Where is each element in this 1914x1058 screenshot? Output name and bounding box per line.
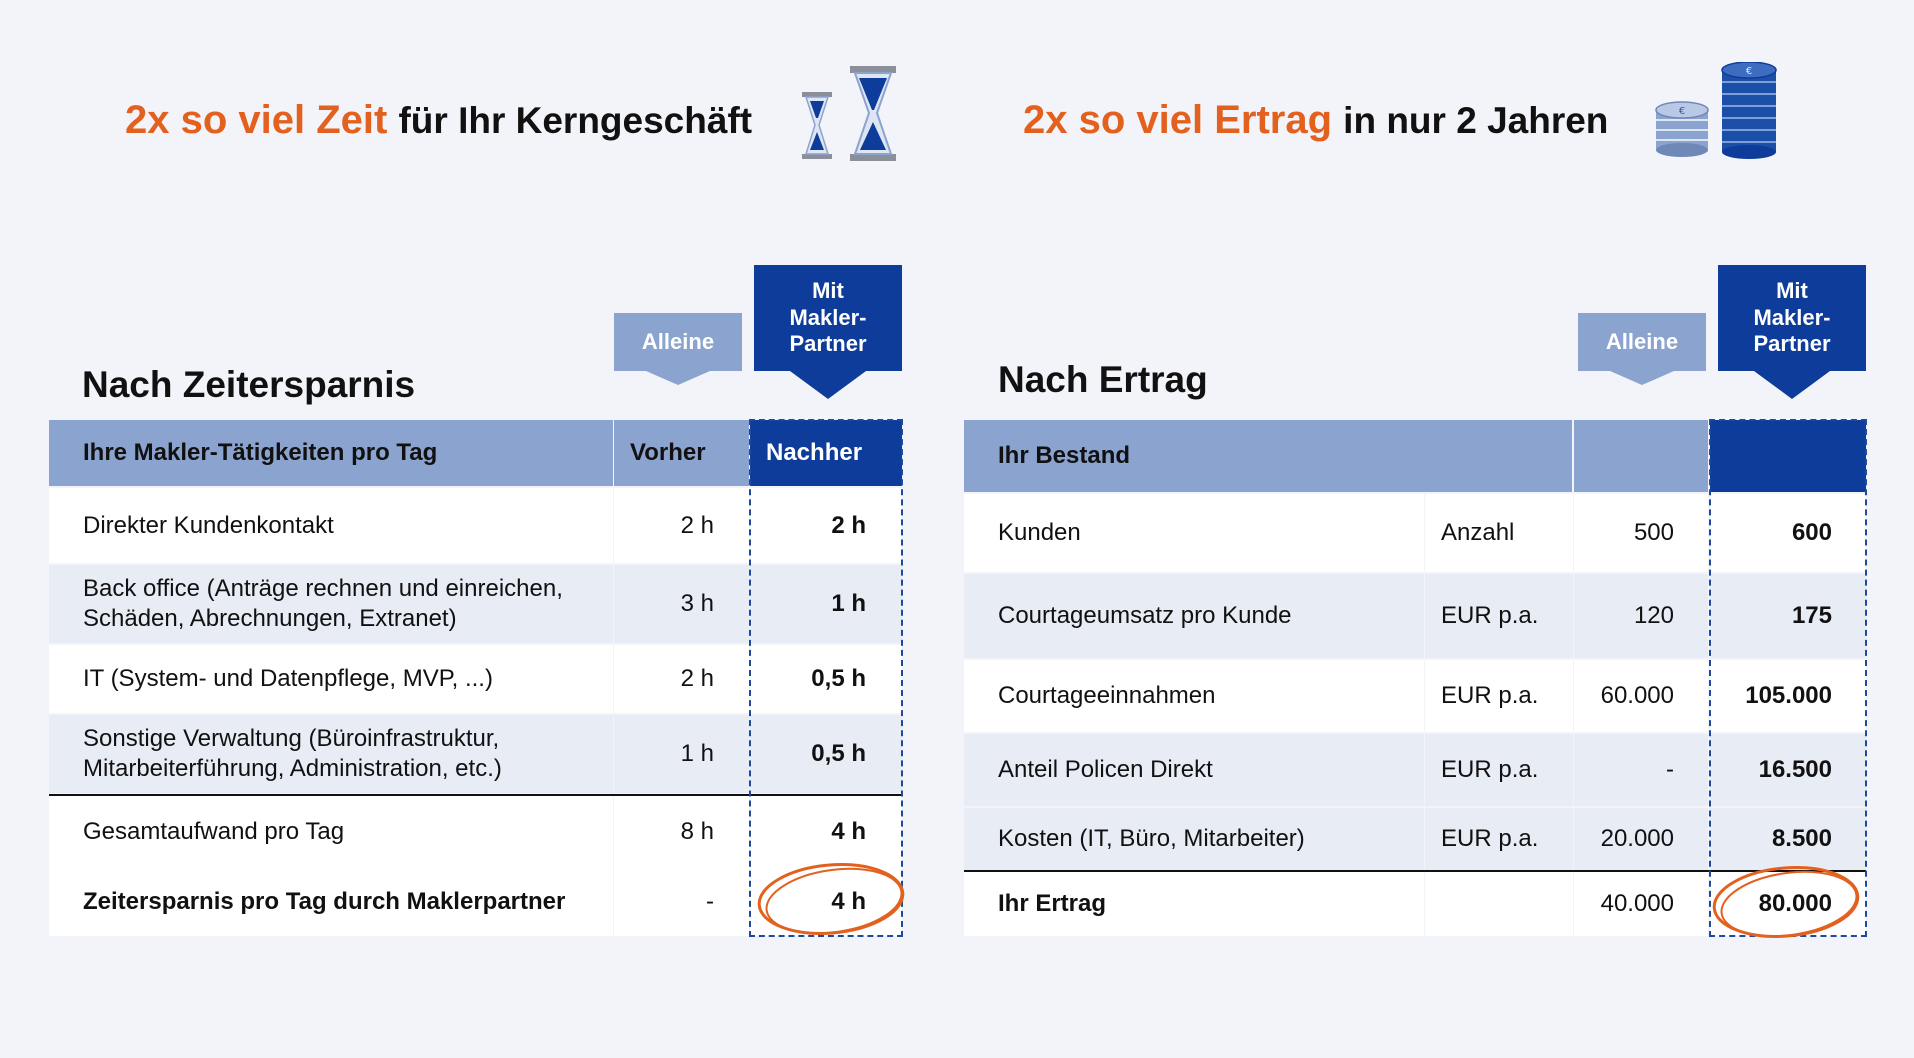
total-row-after: 4 h	[750, 796, 902, 868]
time-header-after: Nachher	[750, 420, 902, 486]
table-cell-before: 120	[1574, 574, 1708, 658]
table-cell-after: 0,5 h	[750, 645, 902, 713]
table-cell-unit: EUR p.a.	[1425, 660, 1573, 732]
tag-alone-left: Alleine	[614, 313, 742, 371]
table-cell-before: 3 h	[614, 565, 749, 643]
savings-row-label: Zeitersparnis pro Tag durch Maklerpartne…	[49, 868, 613, 936]
table-cell-unit: EUR p.a.	[1425, 808, 1573, 870]
table-cell-before: -	[1574, 734, 1708, 806]
tag-partner-left: Mit Makler-Partner	[754, 265, 902, 371]
table-row: Direkter Kundenkontakt	[49, 488, 613, 563]
table-cell-after: 2 h	[750, 488, 902, 563]
revenue-header: Ihr Bestand	[964, 420, 1572, 492]
table-row: Courtageeinnahmen	[964, 660, 1424, 732]
table-row: Sonstige Verwaltung (Büroinfrastruktur, …	[49, 715, 613, 793]
table-row: Kosten (IT, Büro, Mitarbeiter)	[964, 808, 1424, 870]
total-row-before: 8 h	[614, 796, 749, 868]
table-cell-unit: Anzahl	[1425, 494, 1573, 572]
savings-row-before: -	[614, 868, 749, 936]
revenue-header-after	[1710, 420, 1866, 492]
table-cell-before: 20.000	[1574, 808, 1708, 870]
table-cell-after: 175	[1710, 574, 1866, 658]
table-row: IT (System- und Datenpflege, MVP, ...)	[49, 645, 613, 713]
total-row-before: 40.000	[1574, 872, 1708, 936]
headline-revenue-rest: in nur 2 Jahren	[1343, 100, 1609, 141]
table-cell-after: 0,5 h	[750, 715, 902, 793]
total-separator	[49, 794, 902, 796]
total-row-label: Gesamtaufwand pro Tag	[49, 796, 613, 868]
table-cell-after: 105.000	[1710, 660, 1866, 732]
savings-row-after: 4 h	[750, 868, 902, 936]
headline-time-accent: 2x so viel Zeit	[125, 98, 388, 142]
time-header-before: Vorher	[614, 420, 749, 486]
tag-alone-right: Alleine	[1578, 313, 1706, 371]
table-row: Kunden	[964, 494, 1424, 572]
table-cell-after: 1 h	[750, 565, 902, 643]
table-cell-before: 500	[1574, 494, 1708, 572]
table-cell-unit: EUR p.a.	[1425, 574, 1573, 658]
tag-partner-right: Mit Makler-Partner	[1718, 265, 1866, 371]
table-cell-before: 2 h	[614, 645, 749, 713]
revenue-header-before	[1574, 420, 1708, 492]
total-row-label: Ihr Ertrag	[964, 872, 1424, 936]
table-cell-after: 8.500	[1710, 808, 1866, 870]
total-row-unit	[1425, 872, 1573, 936]
section-title-time: Nach Zeitersparnis	[82, 364, 416, 405]
coins-icon: € €	[1655, 62, 1777, 159]
table-cell-after: 16.500	[1710, 734, 1866, 806]
section-title-revenue: Nach Ertrag	[998, 359, 1208, 400]
headline-revenue: 2x so viel Ertrag in nur 2 Jahren	[1023, 98, 1608, 143]
table-row: Back office (Anträge rechnen und einreic…	[49, 565, 613, 643]
total-row-after: 80.000	[1710, 872, 1866, 936]
svg-text:€: €	[1679, 106, 1685, 117]
table-cell-unit: EUR p.a.	[1425, 734, 1573, 806]
table-cell-before: 2 h	[614, 488, 749, 563]
table-row: Courtageumsatz pro Kunde	[964, 574, 1424, 658]
time-header-activity: Ihre Makler-Tätigkeiten pro Tag	[49, 420, 613, 486]
svg-text:€: €	[1746, 66, 1752, 77]
total-separator	[964, 870, 1866, 872]
hourglass-icon	[802, 66, 896, 161]
headline-revenue-accent: 2x so viel Ertrag	[1023, 98, 1333, 142]
table-cell-after: 600	[1710, 494, 1866, 572]
table-cell-before: 1 h	[614, 715, 749, 793]
table-row: Anteil Policen Direkt	[964, 734, 1424, 806]
table-cell-before: 60.000	[1574, 660, 1708, 732]
headline-time-rest: für Ihr Kerngeschäft	[398, 100, 753, 141]
headline-time: 2x so viel Zeit für Ihr Kerngeschäft	[125, 98, 752, 143]
